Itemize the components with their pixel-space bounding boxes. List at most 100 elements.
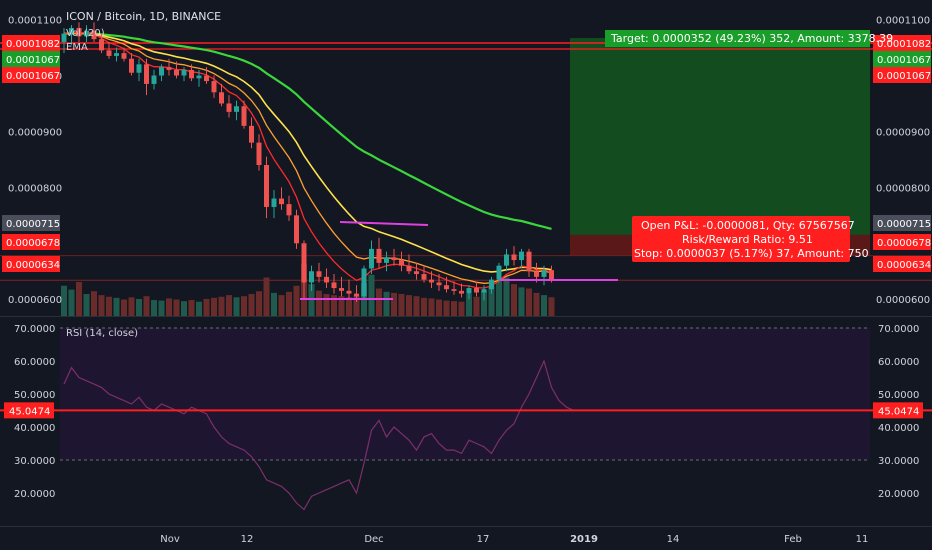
candle xyxy=(241,100,247,129)
trend-lines[interactable] xyxy=(300,221,618,300)
candle xyxy=(316,262,322,283)
price-tag-text: 0.0000634 xyxy=(6,260,60,271)
rsi-tick-label: 60.0000 xyxy=(878,357,919,368)
candle xyxy=(271,190,277,219)
volume-bar xyxy=(136,298,142,316)
candle xyxy=(256,134,262,171)
candle xyxy=(264,156,269,219)
candle xyxy=(204,67,209,84)
target-label[interactable]: Target: 0.0000352 (49.23%) 352, Amount: … xyxy=(605,30,893,47)
candle-body xyxy=(399,260,404,266)
volume-bar xyxy=(121,299,127,316)
volume-bar xyxy=(428,298,435,316)
rsi-tick-label: 50.0000 xyxy=(878,390,919,401)
candle-body xyxy=(339,288,344,291)
volume-bar xyxy=(548,297,555,316)
pnl-label[interactable]: Open P&L: -0.0000081, Qty: 67567567 Risk… xyxy=(632,216,869,262)
volume-bar xyxy=(368,274,375,316)
volume-bar xyxy=(181,301,187,316)
candle xyxy=(99,33,104,54)
time-axis-label: Feb xyxy=(784,534,802,545)
candle-body xyxy=(151,75,157,84)
pnl-label-box xyxy=(632,216,850,262)
price-tag-box xyxy=(873,215,931,231)
volume-bar xyxy=(271,292,277,316)
volume-bar xyxy=(211,297,217,316)
rsi-pane xyxy=(0,327,932,511)
candle-body xyxy=(226,103,232,112)
price-tag-box xyxy=(873,234,931,250)
price-tag-left: 0.0000715 xyxy=(2,215,60,231)
price-tick-label: 0.0000600 xyxy=(8,295,62,306)
candle xyxy=(444,276,449,293)
volume-bar xyxy=(256,291,262,316)
candle xyxy=(436,274,442,291)
candle-body xyxy=(144,64,149,84)
trend-line-resistance[interactable] xyxy=(339,221,429,226)
candle xyxy=(429,271,434,289)
price-tag-text: 0.0000715 xyxy=(6,219,60,230)
price-tag-box xyxy=(873,67,931,83)
volume-label: Vol (20) xyxy=(66,28,105,39)
candle xyxy=(286,195,292,221)
candle-body xyxy=(519,251,524,261)
candle-body xyxy=(534,271,539,277)
ema-orange-line xyxy=(63,32,552,284)
time-axis-label: Nov xyxy=(160,534,180,545)
price-tag-text: 0.0001082 xyxy=(877,39,931,50)
candle xyxy=(459,283,464,298)
candle-body xyxy=(414,271,419,275)
rsi-tick-label: 50.0000 xyxy=(14,390,55,401)
volume-bar xyxy=(331,295,337,316)
candle-body xyxy=(489,279,494,290)
price-tag-left: 0.0000634 xyxy=(2,256,60,272)
candle xyxy=(151,69,157,90)
candle xyxy=(421,265,427,283)
price-tag-box xyxy=(873,51,931,67)
candle-body xyxy=(309,271,314,283)
candle-body xyxy=(181,69,187,76)
candle-body xyxy=(279,198,284,205)
volume-bar xyxy=(83,294,90,316)
candle-body xyxy=(91,30,97,40)
candle-body xyxy=(121,53,127,59)
candle-body xyxy=(324,276,329,283)
target-zone[interactable] xyxy=(570,38,870,235)
price-tick-label: 0.0000800 xyxy=(8,183,62,194)
candle xyxy=(384,251,389,272)
candle-body xyxy=(511,254,517,261)
candle xyxy=(61,27,67,54)
candle xyxy=(489,276,494,294)
candle-body xyxy=(69,27,74,34)
candle xyxy=(129,53,134,76)
price-tag-right: 0.0000634 xyxy=(873,256,931,272)
volume-bar xyxy=(466,294,472,316)
volume-bar xyxy=(526,288,532,316)
candle-body xyxy=(406,265,412,272)
candle-body xyxy=(429,279,434,283)
candle-body xyxy=(459,290,464,294)
price-tag-box xyxy=(2,215,60,231)
volume-bar xyxy=(533,292,540,316)
time-axis[interactable]: Nov 12 Dec 17 2019 14 Feb 11 xyxy=(160,534,868,545)
rsi-tick-label: 70.0000 xyxy=(14,324,55,335)
candle-body xyxy=(504,254,509,266)
candle xyxy=(91,22,97,42)
price-tag-text: 0.0001082 xyxy=(6,39,60,50)
candle xyxy=(249,117,254,149)
volume-bar xyxy=(488,285,495,316)
candle xyxy=(361,265,367,300)
candle-body xyxy=(256,142,262,165)
rsi-tag-right: 45.0474 xyxy=(873,402,923,419)
volume-bar xyxy=(473,296,480,316)
price-tag-box xyxy=(2,67,60,83)
volume-bar xyxy=(263,277,270,316)
candle xyxy=(466,285,472,300)
price-tag-box xyxy=(2,234,60,250)
volume-bar xyxy=(143,296,150,316)
rsi-axis[interactable]: 70.0000 70.0000 60.0000 60.0000 50.0000 50.00… xyxy=(14,324,919,500)
candle-body xyxy=(106,50,112,56)
rsi-band xyxy=(60,328,870,460)
price-tag-right: 0.0001067 xyxy=(873,67,931,83)
